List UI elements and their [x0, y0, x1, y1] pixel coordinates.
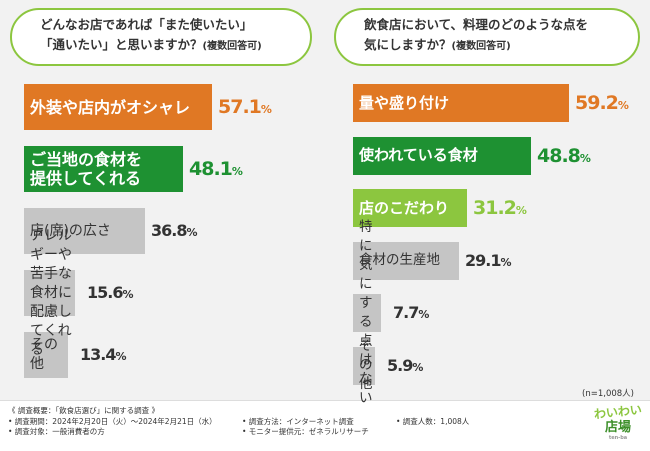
left-question-line2: 「通いたい」と思いますか？	[40, 37, 203, 52]
footer-count: • 調査人数：1,008人	[396, 416, 470, 426]
bar-2: 使われている食材	[353, 136, 531, 175]
left-question-line1: どんなお店であれば「また使いたい」	[40, 17, 253, 32]
value-label-3: 31.2%	[473, 197, 527, 219]
bar-3: 店(席)の広さ	[24, 208, 145, 254]
bar-6: その他	[353, 338, 375, 392]
footer-provider: • モニター提供元：ゼネラルリサーチ	[242, 427, 369, 436]
value-label-4: 29.1%	[465, 250, 512, 270]
survey-footer: 《 調査概要：「飲食店選び」に関する調査 》 • 調査期間：2024年2月20日…	[0, 400, 650, 451]
logo-line2: 店場	[604, 420, 631, 435]
right-question-line1: 飲食店において、料理のどのような点を	[364, 17, 589, 32]
bar-label-1: 量や盛り付け	[359, 93, 450, 112]
footer-method: • 調査方法：インターネット調査	[242, 416, 354, 426]
bar-3: 店のこだわり	[353, 189, 467, 227]
footer-overview: 《 調査概要：「飲食店選び」に関する調査 》	[8, 406, 160, 415]
right-bar-chart: 量や盛り付け 59.2% 使われている食材 48.8% 店のこだわり 31.2% 食材の生産…	[325, 72, 650, 406]
bar-1: 量や盛り付け	[353, 84, 569, 122]
value-label-6: 5.9%	[387, 355, 424, 375]
footer-period: • 調査期間：2024年2月20日（火）〜2024年2月21日（水）	[8, 416, 217, 426]
bar-4: 食材の生産地	[353, 241, 459, 280]
left-question-bubble: どんなお店であれば「また使いたい」 「通いたい」と思いますか？(複数回答可)	[10, 8, 312, 66]
logo-tagline: ten-ba	[608, 435, 628, 441]
bar-label-3: 店(席)の広さ	[30, 222, 111, 239]
footer-target: • 調査対象：一般消費者の方	[8, 427, 105, 436]
bar-label-3: 店のこだわり	[359, 198, 450, 217]
value-label-2: 48.1%	[189, 158, 243, 180]
right-question-line2: 気にしますか？	[364, 37, 452, 52]
value-label-4: 15.6%	[87, 283, 134, 302]
bar-5: その他	[24, 332, 68, 378]
value-label-2: 48.8%	[537, 144, 591, 167]
left-bar-chart: 外装や店内がオシャレ 57.1% ご当地の食材を 提供してくれる 48.1% 店(席)の…	[0, 72, 325, 392]
bar-5: 特に気にする点はない	[353, 219, 381, 406]
value-label-5: 13.4%	[80, 345, 127, 364]
bar-label-2: ご当地の食材を 提供してくれる	[30, 150, 143, 188]
value-label-1: 57.1%	[218, 96, 272, 118]
bar-label-2: 使われている食材	[359, 146, 478, 164]
bar-label-6: その他	[359, 338, 373, 392]
waiwai-tenba-logo: わいわい 店場 ten-ba	[593, 403, 642, 447]
bar-label-1: 外装や店内がオシャレ	[30, 97, 191, 117]
bar-label-5: その他	[30, 337, 58, 372]
sample-size-label: (n=1,008人)	[582, 389, 634, 399]
right-question-bubble: 飲食店において、料理のどのような点を 気にしますか？(複数回答可)	[334, 8, 640, 66]
bar-4: アレルギーや苦手な 食材に配慮してくれる	[24, 228, 75, 358]
right-question-note: (複数回答可)	[451, 41, 511, 52]
bar-label-5: 特に気にする点はない	[359, 219, 373, 406]
value-label-5: 7.7%	[393, 303, 430, 322]
bar-label-4: アレルギーや苦手な 食材に配慮してくれる	[30, 227, 72, 358]
bar-1: 外装や店内がオシャレ	[24, 84, 212, 130]
bar-label-4: 食材の生産地	[359, 252, 440, 268]
value-label-1: 59.2%	[575, 92, 629, 114]
left-question-note: (複数回答可)	[202, 41, 262, 52]
bar-2: ご当地の食材を 提供してくれる	[24, 146, 183, 192]
value-label-3: 36.8%	[151, 221, 198, 240]
